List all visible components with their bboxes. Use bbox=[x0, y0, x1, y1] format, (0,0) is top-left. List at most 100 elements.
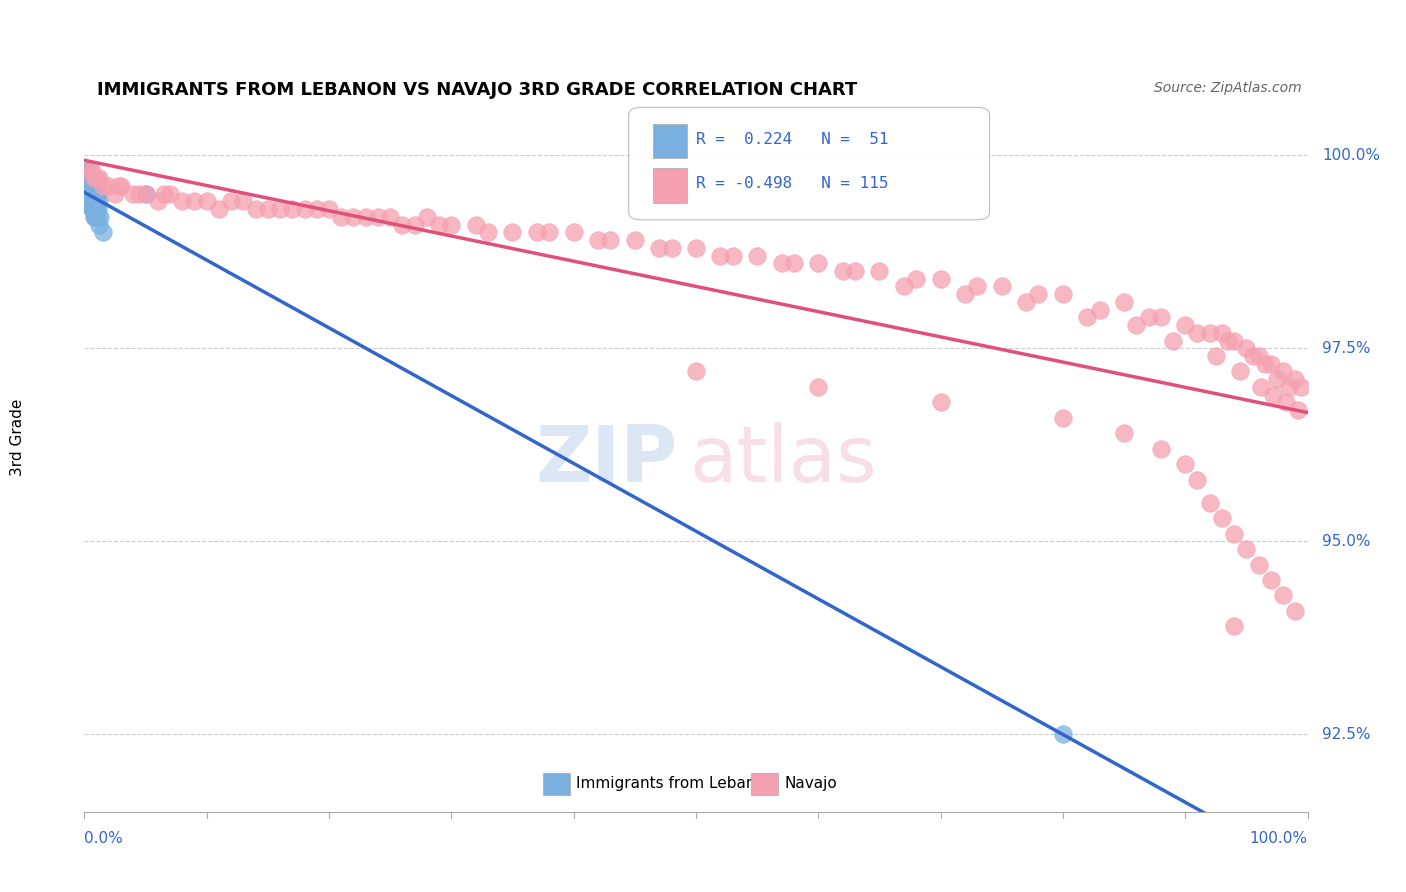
Point bbox=[80, 179, 103, 194]
Point bbox=[380, 210, 402, 224]
Point bbox=[1284, 604, 1306, 618]
Point bbox=[305, 202, 328, 217]
Point bbox=[245, 202, 267, 217]
Point bbox=[80, 186, 103, 201]
Point bbox=[110, 179, 132, 194]
Point bbox=[80, 202, 103, 217]
Text: 0.0%: 0.0% bbox=[84, 831, 124, 846]
Point bbox=[1250, 380, 1272, 394]
Point bbox=[83, 210, 105, 224]
Point bbox=[1265, 372, 1288, 386]
Point bbox=[77, 179, 100, 194]
Point bbox=[1052, 287, 1074, 301]
Point bbox=[1088, 302, 1111, 317]
Point bbox=[416, 210, 439, 224]
Point bbox=[86, 194, 108, 209]
Point bbox=[87, 194, 110, 209]
Point bbox=[135, 186, 157, 201]
Point bbox=[79, 186, 101, 201]
Text: 3rd Grade: 3rd Grade bbox=[10, 399, 24, 475]
Point bbox=[1236, 341, 1258, 355]
Point bbox=[77, 163, 100, 178]
Bar bbox=[654, 169, 688, 202]
Text: 97.5%: 97.5% bbox=[1322, 341, 1371, 356]
Point bbox=[77, 171, 100, 186]
Point bbox=[294, 202, 316, 217]
Point bbox=[599, 233, 621, 247]
Point bbox=[807, 380, 830, 394]
Point bbox=[79, 194, 101, 209]
Point bbox=[477, 226, 499, 240]
Point bbox=[330, 210, 353, 224]
Point bbox=[1272, 589, 1295, 603]
Point bbox=[87, 171, 110, 186]
Point bbox=[1274, 395, 1296, 409]
Point bbox=[79, 163, 101, 178]
Point bbox=[219, 194, 242, 209]
Point bbox=[440, 218, 463, 232]
Point bbox=[79, 179, 101, 194]
Point bbox=[82, 186, 104, 201]
Point bbox=[1284, 372, 1306, 386]
Point bbox=[1223, 526, 1246, 541]
Point bbox=[685, 364, 707, 378]
Text: 92.5%: 92.5% bbox=[1322, 727, 1371, 742]
Point bbox=[1223, 334, 1246, 348]
Point bbox=[76, 163, 98, 178]
Point bbox=[172, 194, 194, 209]
FancyBboxPatch shape bbox=[628, 107, 990, 219]
Point bbox=[122, 186, 145, 201]
Text: R = -0.498   N = 115: R = -0.498 N = 115 bbox=[696, 176, 889, 191]
Point bbox=[104, 186, 127, 201]
Text: R =  0.224   N =  51: R = 0.224 N = 51 bbox=[696, 132, 889, 147]
Point bbox=[77, 186, 100, 201]
Point bbox=[87, 202, 110, 217]
Bar bbox=[543, 772, 569, 796]
Point bbox=[318, 202, 340, 217]
Point bbox=[905, 271, 928, 285]
Point bbox=[831, 264, 853, 278]
Bar bbox=[654, 124, 688, 158]
Point bbox=[648, 241, 671, 255]
Point bbox=[1241, 349, 1264, 363]
Point bbox=[1236, 542, 1258, 557]
Point bbox=[107, 179, 129, 194]
Point bbox=[929, 271, 952, 285]
Point bbox=[893, 279, 915, 293]
Text: ZIP: ZIP bbox=[536, 422, 678, 498]
Point bbox=[661, 241, 683, 255]
Point bbox=[269, 202, 291, 217]
Point bbox=[84, 210, 107, 224]
Point bbox=[464, 218, 486, 232]
Text: 100.0%: 100.0% bbox=[1322, 148, 1381, 162]
Point bbox=[1223, 619, 1246, 633]
Point bbox=[79, 194, 101, 209]
Point bbox=[91, 226, 114, 240]
Point bbox=[183, 194, 205, 209]
Point bbox=[721, 248, 744, 262]
Point bbox=[526, 226, 548, 240]
Point bbox=[146, 194, 169, 209]
Point bbox=[844, 264, 866, 278]
Point bbox=[76, 163, 98, 178]
Point bbox=[354, 210, 377, 224]
Point bbox=[1198, 326, 1220, 340]
Point bbox=[76, 171, 98, 186]
Text: Source: ZipAtlas.com: Source: ZipAtlas.com bbox=[1154, 81, 1302, 95]
Point bbox=[1174, 457, 1197, 471]
Point bbox=[77, 179, 100, 194]
Point bbox=[76, 171, 98, 186]
Point bbox=[1161, 334, 1184, 348]
Point bbox=[1286, 403, 1309, 417]
Point bbox=[709, 248, 731, 262]
Point bbox=[1150, 442, 1173, 456]
Point bbox=[80, 194, 103, 209]
Text: IMMIGRANTS FROM LEBANON VS NAVAJO 3RD GRADE CORRELATION CHART: IMMIGRANTS FROM LEBANON VS NAVAJO 3RD GR… bbox=[97, 81, 856, 99]
Point bbox=[1263, 387, 1285, 401]
Point bbox=[79, 186, 101, 201]
Point bbox=[1174, 318, 1197, 332]
Point bbox=[77, 171, 100, 186]
Point bbox=[562, 226, 585, 240]
Point bbox=[1211, 511, 1233, 525]
Point bbox=[869, 264, 891, 278]
